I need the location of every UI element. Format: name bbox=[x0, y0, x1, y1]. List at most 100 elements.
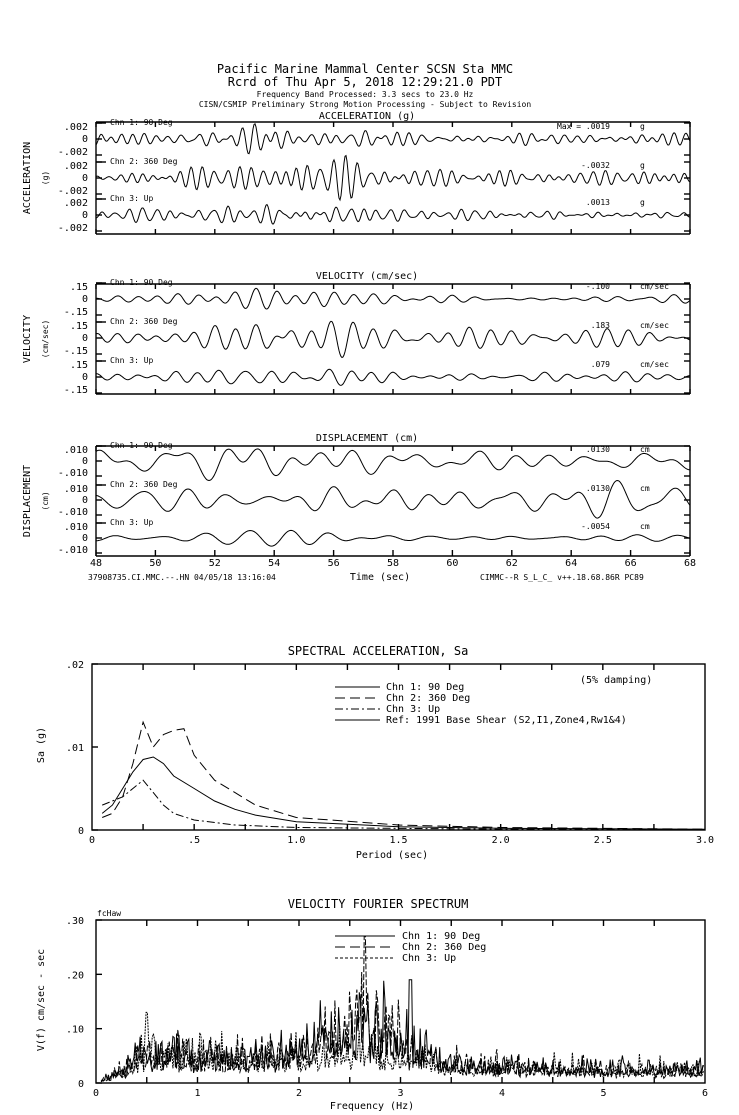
velocity-channel-label: Chn 2: 360 Deg bbox=[110, 317, 178, 326]
fourier-title: VELOCITY FOURIER SPECTRUM bbox=[288, 897, 469, 911]
fourier-legend-label: Chn 2: 360 Deg bbox=[402, 942, 486, 953]
acceleration-peak-value: Max = .0019 bbox=[557, 122, 610, 131]
fourier-y-tick-label: .20 bbox=[66, 970, 84, 981]
velocity-peak-value: .079 bbox=[591, 360, 610, 369]
velocity-y-tick-label: -.15 bbox=[64, 346, 88, 357]
acceleration-peak-value: -.0032 bbox=[581, 161, 610, 170]
acceleration-y-tick-label: .002 bbox=[64, 161, 88, 172]
fourier-x-tick-label: 1 bbox=[194, 1088, 200, 1099]
velocity-channel-label: Chn 3: Up bbox=[110, 356, 154, 365]
fourier-y-tick-label: .10 bbox=[66, 1025, 84, 1036]
sa-title: SPECTRAL ACCELERATION, Sa bbox=[288, 644, 469, 658]
fourier-legend-label: Chn 3: Up bbox=[402, 953, 456, 964]
fourier-corner-label: fcHaw bbox=[97, 909, 121, 918]
velocity-peak-value: .183 bbox=[591, 321, 610, 330]
sa-curve-2 bbox=[102, 720, 706, 830]
acceleration-peak-value: .0013 bbox=[586, 198, 610, 207]
fourier-x-label: Frequency (Hz) bbox=[330, 1101, 414, 1112]
acceleration-y-tick-label: -.002 bbox=[58, 186, 88, 197]
velocity-channel-label: Chn 1: 90 Deg bbox=[110, 278, 173, 287]
velocity-y-label: VELOCITY bbox=[22, 315, 33, 363]
acceleration-y-unit: (g) bbox=[41, 171, 50, 185]
displacement-channel-label: Chn 3: Up bbox=[110, 518, 154, 527]
displacement-trace-2 bbox=[95, 479, 691, 519]
displacement-y-tick-label: 0 bbox=[82, 456, 88, 467]
sa-curve-1 bbox=[101, 756, 706, 830]
acceleration-peak-unit: g bbox=[640, 161, 645, 170]
velocity-y-tick-label: .15 bbox=[70, 282, 88, 293]
acceleration-trace-2 bbox=[95, 154, 691, 202]
displacement-trace-3 bbox=[95, 529, 691, 547]
time-tick-label: 50 bbox=[149, 558, 161, 569]
sa-y-label: Sa (g) bbox=[36, 727, 47, 763]
sa-x-tick-label: 1.5 bbox=[389, 835, 407, 846]
displacement-y-tick-label: .010 bbox=[64, 522, 88, 533]
displacement-y-tick-label: -.010 bbox=[58, 468, 88, 479]
time-tick-label: 66 bbox=[625, 558, 637, 569]
acceleration-peak-unit: g bbox=[640, 122, 645, 131]
sa-legend-label: Chn 2: 360 Deg bbox=[386, 693, 470, 704]
acceleration-y-tick-label: -.002 bbox=[58, 223, 88, 234]
sa-y-tick-label: 0 bbox=[78, 826, 84, 837]
sa-curve-3 bbox=[102, 779, 706, 831]
velocity-peak-unit: cm/sec bbox=[640, 321, 669, 330]
displacement-peak-value: .0130 bbox=[586, 445, 610, 454]
displacement-y-label: DISPLACEMENT bbox=[22, 465, 33, 537]
fourier-curve-3 bbox=[100, 1011, 705, 1083]
footer-event-id: 37908735.CI.MMC.--.HN 04/05/18 13:16:04 bbox=[88, 573, 276, 582]
time-tick-label: 68 bbox=[684, 558, 696, 569]
sa-x-tick-label: 2.0 bbox=[492, 835, 510, 846]
sa-legend-label: Ref: 1991 Base Shear (S2,I1,Zone4,Rw1&4) bbox=[386, 715, 627, 726]
acceleration-trace-1 bbox=[95, 123, 691, 155]
velocity-trace-2 bbox=[95, 320, 691, 359]
acceleration-y-tick-label: -.002 bbox=[58, 147, 88, 158]
acceleration-channel-label: Chn 3: Up bbox=[110, 194, 154, 203]
fourier-x-tick-label: 4 bbox=[499, 1088, 505, 1099]
acceleration-y-tick-label: 0 bbox=[82, 173, 88, 184]
velocity-y-unit: (cm/sec) bbox=[41, 320, 50, 359]
velocity-y-tick-label: -.15 bbox=[64, 385, 88, 396]
sa-x-tick-label: 0 bbox=[89, 835, 95, 846]
displacement-peak-value: -.0054 bbox=[581, 522, 610, 531]
velocity-y-tick-label: .15 bbox=[70, 321, 88, 332]
fourier-legend-label: Chn 1: 90 Deg bbox=[402, 931, 480, 942]
acceleration-trace-3 bbox=[95, 203, 691, 225]
sa-x-tick-label: 1.0 bbox=[287, 835, 305, 846]
fourier-x-tick-label: 6 bbox=[702, 1088, 708, 1099]
displacement-title: DISPLACEMENT (cm) bbox=[316, 433, 418, 444]
displacement-y-tick-label: .010 bbox=[64, 484, 88, 495]
acceleration-title: ACCELERATION (g) bbox=[319, 111, 415, 122]
velocity-y-tick-label: 0 bbox=[82, 372, 88, 383]
header-station: Pacific Marine Mammal Center SCSN Sta MM… bbox=[217, 62, 513, 76]
velocity-y-tick-label: 0 bbox=[82, 333, 88, 344]
header-frequency-band: Frequency Band Processed: 3.3 secs to 23… bbox=[257, 90, 474, 99]
acceleration-channel-label: Chn 2: 360 Deg bbox=[110, 157, 178, 166]
velocity-trace-1 bbox=[95, 287, 691, 310]
displacement-y-tick-label: -.010 bbox=[58, 507, 88, 518]
fourier-y-tick-label: .30 bbox=[66, 916, 84, 927]
time-tick-label: 48 bbox=[90, 558, 102, 569]
sa-legend-label: Chn 3: Up bbox=[386, 704, 440, 715]
acceleration-peak-unit: g bbox=[640, 198, 645, 207]
time-axis-label: Time (sec) bbox=[350, 572, 410, 583]
sa-y-tick-label: .01 bbox=[66, 743, 84, 754]
displacement-y-tick-label: .010 bbox=[64, 445, 88, 456]
fourier-x-tick-label: 3 bbox=[397, 1088, 403, 1099]
velocity-y-tick-label: -.15 bbox=[64, 307, 88, 318]
velocity-y-tick-label: 0 bbox=[82, 294, 88, 305]
sa-y-tick-label: .02 bbox=[66, 660, 84, 671]
fourier-x-tick-label: 5 bbox=[600, 1088, 606, 1099]
velocity-peak-unit: cm/sec bbox=[640, 360, 669, 369]
sa-damping-note: (5% damping) bbox=[580, 675, 652, 686]
velocity-trace-3 bbox=[96, 368, 691, 386]
sa-legend-label: Chn 1: 90 Deg bbox=[386, 682, 464, 693]
fourier-x-tick-label: 2 bbox=[296, 1088, 302, 1099]
displacement-y-unit: (cm) bbox=[41, 491, 50, 510]
time-tick-label: 58 bbox=[387, 558, 399, 569]
displacement-peak-unit: cm bbox=[640, 522, 650, 531]
acceleration-y-tick-label: .002 bbox=[64, 198, 88, 209]
time-tick-label: 62 bbox=[506, 558, 518, 569]
sa-x-tick-label: 3.0 bbox=[696, 835, 714, 846]
displacement-peak-value: .0130 bbox=[586, 484, 610, 493]
